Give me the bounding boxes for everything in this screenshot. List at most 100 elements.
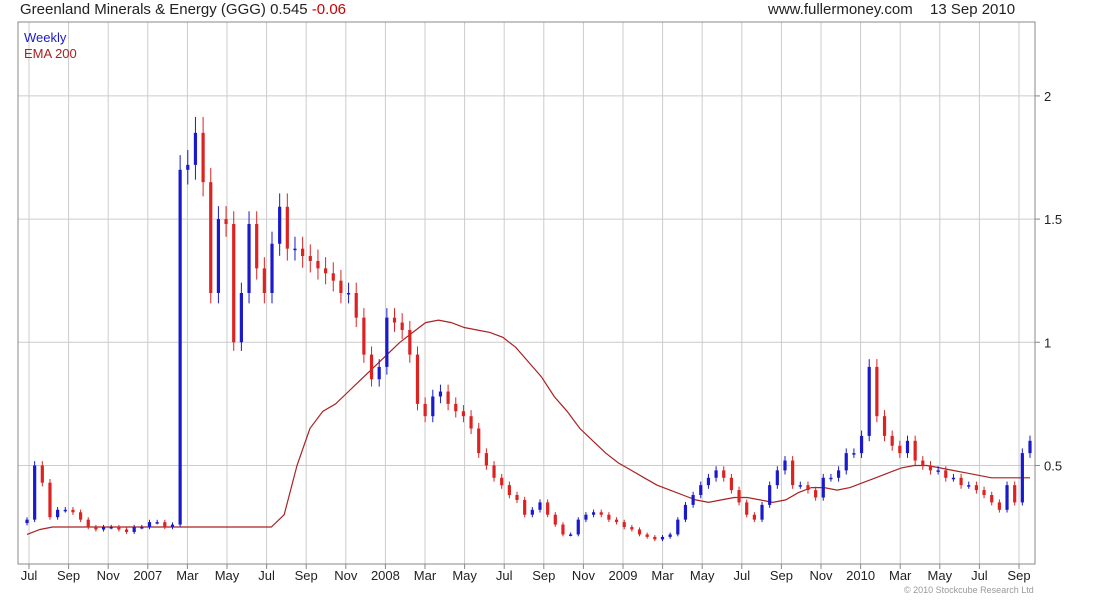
candle-body bbox=[699, 485, 703, 496]
candle-body bbox=[331, 273, 335, 281]
x-tick-label: Sep bbox=[57, 568, 80, 583]
candle-body bbox=[591, 512, 596, 515]
candle-body bbox=[278, 206, 282, 244]
y-tick-label: 1 bbox=[1044, 335, 1051, 350]
candle-body bbox=[791, 460, 795, 486]
candle-body bbox=[301, 248, 305, 257]
candle-body bbox=[431, 396, 435, 417]
ema-line-layer bbox=[26, 319, 1030, 535]
candle-body bbox=[101, 527, 106, 530]
candle-body bbox=[193, 132, 198, 165]
candle-body bbox=[56, 509, 60, 518]
candle-body bbox=[454, 403, 458, 412]
x-tick-label: Nov bbox=[572, 568, 596, 583]
x-tick-label: May bbox=[215, 568, 240, 583]
candle-body bbox=[561, 524, 565, 535]
candle-body bbox=[178, 169, 182, 525]
candle-body bbox=[752, 514, 756, 520]
candle-body bbox=[232, 224, 236, 343]
x-tick-label: Nov bbox=[97, 568, 121, 583]
title-text: Greenland Minerals & Energy (GGG) 0.545 bbox=[20, 1, 308, 18]
candle-body bbox=[882, 416, 887, 436]
candle-body bbox=[155, 522, 159, 524]
candle-body bbox=[523, 499, 527, 515]
candle-body bbox=[852, 453, 856, 455]
x-tick-label: Sep bbox=[770, 568, 793, 583]
x-tick-label: Sep bbox=[1007, 568, 1030, 583]
candle-body bbox=[362, 317, 366, 355]
candle-body bbox=[239, 293, 243, 343]
candle-body bbox=[867, 366, 871, 436]
copyright-credit: © 2010 Stockcube Research Ltd bbox=[904, 585, 1034, 595]
candle-body bbox=[1020, 453, 1024, 503]
legend-weekly: Weekly bbox=[24, 30, 67, 45]
candle-body bbox=[660, 536, 665, 540]
candle-body bbox=[1005, 485, 1009, 510]
candle-body bbox=[270, 243, 274, 293]
candle-body bbox=[569, 534, 573, 536]
candle-body bbox=[147, 522, 152, 528]
y-tick-label: 2 bbox=[1044, 89, 1051, 104]
candle-body bbox=[546, 502, 550, 515]
x-tick-label: May bbox=[690, 568, 715, 583]
candle-body bbox=[859, 435, 864, 454]
x-tick-label: Mar bbox=[651, 568, 674, 583]
x-tick-label: Jul bbox=[733, 568, 750, 583]
candle-body bbox=[186, 164, 190, 170]
candle-body bbox=[400, 322, 404, 330]
candle-body bbox=[109, 527, 113, 529]
x-tick-label: Mar bbox=[889, 568, 912, 583]
candle-body bbox=[844, 453, 848, 471]
x-tick-label: Jul bbox=[971, 568, 988, 583]
y-tick-label: 0.5 bbox=[1044, 458, 1062, 473]
x-tick-label: 2009 bbox=[609, 568, 638, 583]
candle-body bbox=[806, 485, 810, 491]
candle-body bbox=[599, 512, 603, 515]
candle-body bbox=[78, 512, 83, 520]
candle-body bbox=[607, 514, 611, 520]
candle-body bbox=[814, 490, 818, 498]
candle-body bbox=[1013, 485, 1017, 503]
candle-body bbox=[622, 522, 626, 528]
candle-body bbox=[63, 509, 67, 512]
candle-body bbox=[729, 477, 733, 491]
x-tick-label: Jul bbox=[496, 568, 513, 583]
candle-body bbox=[354, 293, 358, 318]
candle-body bbox=[921, 460, 925, 466]
candle-body bbox=[553, 514, 557, 525]
chart-date: 13 Sep 2010 bbox=[930, 1, 1016, 18]
candle-body bbox=[346, 293, 351, 295]
candle-body bbox=[423, 403, 427, 417]
candle-body bbox=[492, 465, 496, 478]
plot-frame bbox=[17, 21, 1036, 565]
candle-body bbox=[438, 391, 443, 397]
candle-body bbox=[316, 260, 320, 269]
candle-body bbox=[446, 391, 450, 404]
candle-body bbox=[691, 495, 695, 505]
x-tick-label: Mar bbox=[414, 568, 437, 583]
candle-body bbox=[959, 477, 963, 486]
candle-body bbox=[614, 519, 619, 523]
site-url[interactable]: www.fullermoney.com bbox=[768, 1, 913, 18]
candle-body bbox=[745, 502, 749, 515]
candle-body bbox=[737, 490, 741, 503]
candle-body bbox=[653, 536, 657, 540]
candle-body bbox=[25, 519, 29, 524]
candle-body bbox=[630, 527, 634, 530]
candle-body bbox=[40, 465, 44, 483]
candle-body bbox=[224, 219, 228, 225]
x-tick-label: Mar bbox=[176, 568, 199, 583]
x-tick-label: Nov bbox=[334, 568, 358, 583]
candle-body bbox=[71, 509, 75, 513]
candle-body bbox=[997, 502, 1001, 510]
candle-body bbox=[33, 465, 37, 520]
candle-body bbox=[928, 465, 933, 471]
candle-body bbox=[990, 495, 994, 503]
candle-body bbox=[798, 485, 802, 487]
candle-body bbox=[576, 519, 580, 535]
candle-body bbox=[836, 470, 841, 478]
candle-body bbox=[461, 411, 466, 417]
candle-body bbox=[951, 477, 956, 480]
y-axis: 0.5 1 1.5 2 bbox=[1035, 89, 1062, 473]
